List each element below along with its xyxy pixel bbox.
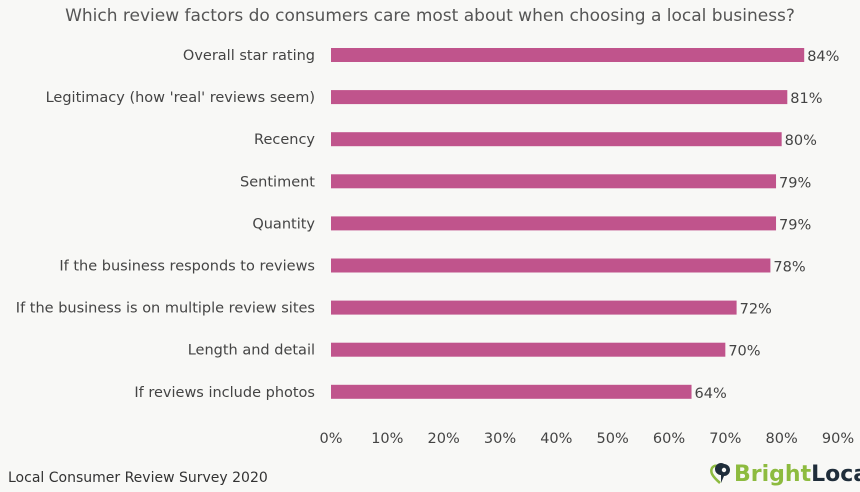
bar <box>331 258 771 273</box>
brightlocal-logo: BrightLocal <box>708 461 860 487</box>
bar <box>331 174 777 189</box>
x-tick-label: 40% <box>540 431 572 447</box>
value-label: 79% <box>779 217 811 233</box>
chart-title: Which review factors do consumers care m… <box>65 6 795 26</box>
category-label: Legitimacy (how 'real' reviews seem) <box>46 90 315 106</box>
map-pin-heart-icon <box>710 463 730 484</box>
bar <box>331 132 782 147</box>
bar <box>331 90 788 105</box>
x-tick-label: 60% <box>653 431 685 447</box>
value-label: 78% <box>773 260 805 276</box>
category-label: If reviews include photos <box>134 385 315 401</box>
value-label: 80% <box>785 133 817 149</box>
value-label: 81% <box>790 91 822 107</box>
bar <box>331 342 726 357</box>
x-tick-label: 30% <box>484 431 516 447</box>
category-label: If the business responds to reviews <box>59 259 315 275</box>
category-label: Recency <box>254 132 315 148</box>
logo-bright: Bright <box>734 461 812 487</box>
x-tick-label: 70% <box>709 431 741 447</box>
x-tick-label: 50% <box>597 431 629 447</box>
value-label: 72% <box>740 302 772 318</box>
category-label: Overall star rating <box>183 48 315 64</box>
category-label: Sentiment <box>240 174 315 190</box>
x-tick-label: 0% <box>319 431 342 447</box>
bar <box>331 48 805 62</box>
value-label: 79% <box>779 175 811 191</box>
category-label: Length and detail <box>188 343 315 359</box>
bar <box>331 300 737 315</box>
value-label: 84% <box>807 49 839 65</box>
bar <box>331 216 777 231</box>
x-tick-label: 20% <box>428 431 460 447</box>
x-tick-label: 90% <box>822 431 854 447</box>
value-label: 70% <box>728 344 760 360</box>
category-label: If the business is on multiple review si… <box>16 301 315 317</box>
source-label: Local Consumer Review Survey 2020 <box>8 470 268 486</box>
category-label: Quantity <box>252 216 315 232</box>
bar <box>331 384 692 399</box>
value-label: 64% <box>695 386 727 402</box>
x-tick-label: 10% <box>371 431 403 447</box>
logo-local: Local <box>811 461 860 487</box>
x-tick-label: 80% <box>766 431 798 447</box>
